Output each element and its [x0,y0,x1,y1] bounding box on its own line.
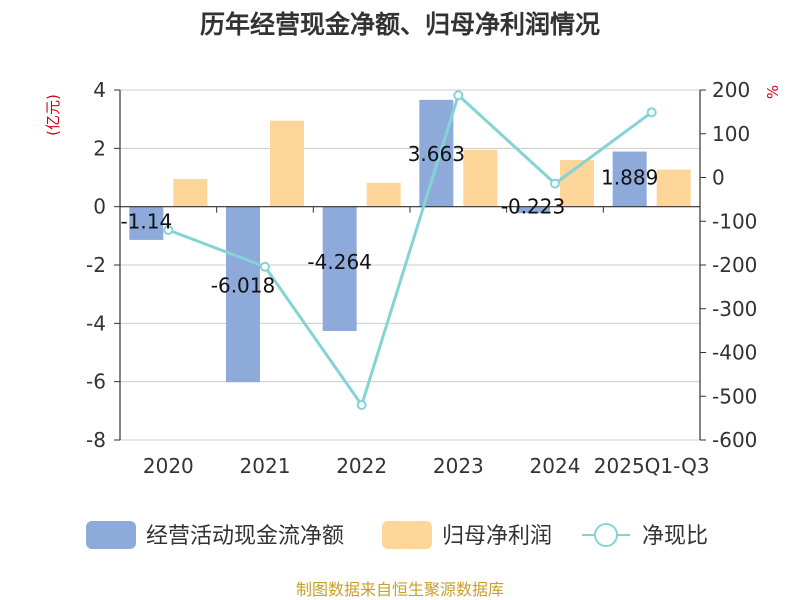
cashflow-data-label: 1.889 [601,166,658,190]
x-tick-label: 2025Q1-Q3 [594,454,710,478]
x-tick-label: 2024 [530,454,581,478]
legend[interactable]: 经营活动现金流净额 归母净利润 净现比 [86,521,708,549]
x-tick-label: 2021 [240,454,291,478]
legend-label: 归母净利润 [442,524,552,549]
cashflow-bar [129,206,164,240]
x-tick-label: 2022 [336,454,387,478]
right-tick-label: -100 [712,209,757,233]
right-tick-label: -300 [712,297,757,321]
cashflow-data-label: -0.223 [501,195,565,219]
left-tick-label: -8 [86,428,106,452]
tick-labels: -8 -6 -4 -2 0 2 4 -600 -500 -400 -300 -200 -100 0 100 2… [86,78,757,478]
left-axis-unit: (亿元) [44,94,62,136]
legend-item-cashflow[interactable]: 经营活动现金流净额 [86,521,344,549]
right-tick-label: -200 [712,253,757,277]
right-tick-label: -600 [712,428,757,452]
ratio-point [646,107,657,118]
cashflow-bar [612,151,647,207]
cashflow-bar [419,99,454,207]
net-profit-bar [366,182,401,207]
axes [114,89,706,441]
ratio-point [453,90,464,101]
ratio-point [550,178,560,189]
cashflow-bar [322,206,357,332]
x-tick-label: 2023 [433,454,484,478]
legend-swatch [382,521,432,549]
ratio-point [260,261,270,272]
right-tick-label: -500 [712,384,757,408]
net-profit-bar [173,178,208,207]
legend-swatch [86,521,136,549]
cashflow-data-label: -1.14 [120,209,172,233]
right-tick-label: -400 [712,341,757,365]
net-profit-bar [463,149,498,207]
cashflow-data-label: -4.264 [307,250,371,274]
legend-label: 经营活动现金流净额 [146,524,344,549]
net-profit-bar [656,169,691,207]
right-tick-label: 200 [712,78,750,102]
legend-item-net-profit[interactable]: 归母净利润 [382,521,552,549]
left-tick-label: 4 [93,78,106,102]
right-tick-label: 100 [712,122,750,146]
cashflow-data-label: 3.663 [408,142,465,166]
ratio-point [356,400,367,410]
left-tick-label: -4 [86,311,106,335]
x-tick-label: 2020 [143,454,194,478]
source-note: 制图数据来自恒生聚源数据库 [296,580,504,599]
left-tick-label: 0 [93,195,106,219]
ratio-line [163,90,657,410]
left-tick-label: -6 [86,370,106,394]
left-tick-label: -2 [86,253,106,277]
legend-label: 净现比 [642,524,708,549]
legend-marker [594,523,618,547]
ratio-point [163,225,174,235]
right-tick-label: 0 [712,166,725,190]
net-profit-bar [270,120,304,207]
cashflow-data-label: -6.018 [211,273,275,297]
data-labels: -1.14 -6.018 -4.264 3.663 -0.223 1.889 [120,142,658,297]
right-axis-unit: % [764,85,782,99]
cashflow-bar [226,206,260,383]
cashflow-bar [516,206,550,214]
legend-item-ratio[interactable]: 净现比 [582,523,708,549]
left-tick-label: 2 [93,136,106,160]
bars [129,99,691,383]
ratio-line-path [167,92,653,409]
chart-title: 历年经营现金净额、归母净利润情况 [200,10,600,39]
